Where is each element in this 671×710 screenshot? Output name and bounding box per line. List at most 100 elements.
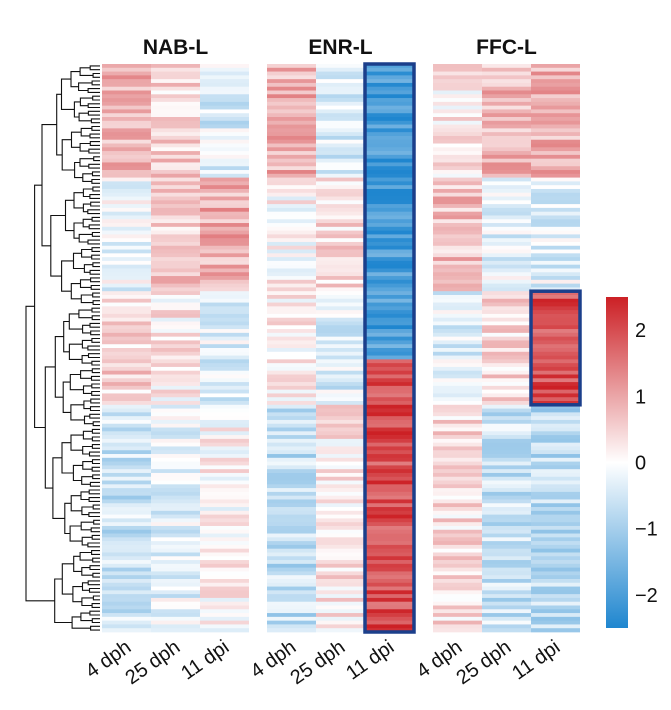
heatmap-cell [531, 340, 580, 345]
heatmap-cell [316, 82, 365, 88]
heatmap-cell [102, 313, 151, 319]
heatmap-cell [200, 226, 249, 231]
heatmap-cell [433, 332, 482, 337]
heatmap-cell [531, 382, 580, 387]
column-label: 25 dph [122, 636, 185, 689]
column-label: 11 dpi [177, 636, 233, 684]
heatmap-cell [365, 75, 414, 80]
heatmap-cell [482, 279, 531, 284]
heatmap-cell [433, 143, 482, 148]
heatmap-cell [433, 404, 482, 409]
heatmap-cell [365, 518, 414, 523]
heatmap-cell [316, 313, 365, 319]
dendrogram-branch [78, 82, 93, 92]
dendrogram-branch [91, 534, 100, 540]
heatmap-cell [482, 431, 531, 436]
heatmap-cell [267, 533, 316, 538]
heatmap-cell [200, 79, 249, 84]
heatmap-cell [316, 158, 365, 163]
heatmap-cell [433, 359, 482, 364]
heatmap-cell [102, 185, 151, 190]
heatmap-cell [482, 154, 531, 160]
heatmap-cell [365, 366, 414, 372]
heatmap-cell [531, 476, 580, 481]
dendrogram-branch [70, 495, 82, 512]
heatmap-cell [482, 332, 531, 337]
dendrogram-branch [90, 398, 100, 404]
heatmap-cell [482, 325, 531, 330]
heatmap-cell [482, 533, 531, 538]
dendrogram-branch [91, 315, 100, 321]
heatmap-cell [316, 503, 365, 508]
heatmap-cell [365, 332, 414, 337]
heatmap-cell [482, 571, 531, 576]
heatmap-cell [200, 287, 249, 292]
heatmap-cell [200, 253, 249, 258]
heatmap-cell [433, 306, 482, 311]
heatmap-cell [316, 363, 365, 368]
heatmap-cell [365, 522, 414, 527]
heatmap-cell [267, 359, 316, 364]
heatmap-cell [267, 325, 316, 330]
heatmap-cell [267, 162, 316, 167]
heatmap-cell [482, 446, 531, 451]
heatmap-cell [531, 272, 580, 277]
heatmap-cell [531, 321, 580, 326]
heatmap-cell [482, 234, 531, 239]
heatmap-cell [102, 234, 151, 239]
heatmap-cell [433, 491, 482, 497]
heatmap-cell [365, 567, 414, 572]
heatmap-cell [102, 325, 151, 330]
heatmap-cell [151, 442, 200, 447]
heatmap-cell [200, 294, 249, 300]
heatmap-cell [102, 166, 151, 171]
heatmap-cell [267, 113, 316, 118]
dendrogram-branch [54, 578, 73, 624]
heatmap-cell [102, 510, 151, 515]
heatmap-cell [102, 597, 151, 603]
colorbar-tick-label: 1 [635, 386, 646, 408]
heatmap-cell [531, 355, 580, 360]
heatmap-cell [433, 234, 482, 239]
heatmap-cell [433, 287, 482, 292]
heatmap-cell [316, 249, 365, 254]
heatmap-cell [365, 207, 414, 213]
heatmap-cell [433, 158, 482, 163]
heatmap-cell [433, 124, 482, 129]
heatmap-cell [151, 355, 200, 360]
heatmap-cell [365, 294, 414, 300]
heatmap-cell [482, 302, 531, 307]
heatmap-cell [365, 117, 414, 122]
heatmap-cell [482, 101, 531, 107]
heatmap-cell [482, 143, 531, 148]
heatmap-cell [365, 86, 414, 91]
heatmap-cell [151, 287, 200, 292]
dendrogram-branch [79, 67, 94, 76]
heatmap-cell [316, 416, 365, 421]
heatmap-cell [267, 423, 316, 428]
heatmap-cell [531, 241, 580, 247]
heatmap-cell [151, 389, 200, 394]
heatmap-cell [482, 450, 531, 455]
dendrogram-branch [90, 625, 100, 631]
heatmap-cell [102, 162, 151, 167]
heatmap-cell [482, 374, 531, 379]
heatmap-cell [482, 472, 531, 478]
heatmap-cell [531, 94, 580, 99]
heatmap-cell [151, 291, 200, 296]
heatmap-cell [531, 105, 580, 110]
heatmap-cell [102, 382, 151, 387]
dendrogram-branch [41, 124, 57, 247]
heatmap-cell [365, 484, 414, 489]
heatmap-cell [151, 590, 200, 595]
heatmap-cell [531, 548, 580, 553]
heatmap-cell [102, 620, 151, 625]
heatmap-cell [482, 404, 531, 409]
heatmap-cell [151, 507, 200, 512]
heatmap-cell [267, 366, 316, 372]
heatmap-cell [151, 525, 200, 531]
heatmap-cell [200, 544, 249, 550]
heatmap-cell [151, 374, 200, 379]
heatmap-cell [200, 401, 249, 406]
heatmap-cell [316, 601, 365, 606]
